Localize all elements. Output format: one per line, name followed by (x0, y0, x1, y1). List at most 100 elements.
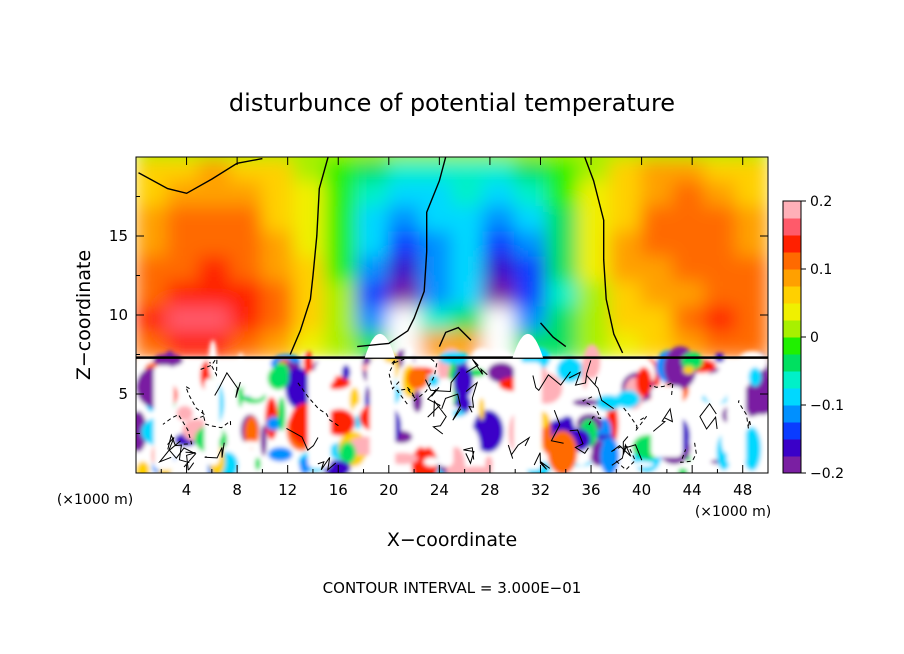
field-cell (482, 157, 517, 184)
lower-contour (581, 396, 602, 428)
colorbar-swatch (783, 439, 801, 457)
field-cell (261, 256, 295, 284)
lower-contour (532, 371, 571, 392)
lower-anomaly (556, 357, 583, 383)
field-cell (419, 206, 453, 234)
colorbar-swatch (783, 320, 801, 338)
lower-anomaly (323, 409, 355, 436)
field-cell (293, 157, 327, 184)
field-cell (482, 256, 517, 284)
y-tick-label: 15 (109, 227, 128, 245)
field-cell (293, 306, 327, 334)
field-cell (166, 157, 201, 184)
field-cell (136, 231, 169, 259)
field-cell (672, 256, 706, 284)
colorbar-tick-label: 0 (810, 330, 819, 346)
lower-contour (167, 433, 190, 464)
field-cell (324, 157, 359, 184)
field-cell (672, 281, 706, 309)
lower-anomaly (230, 399, 236, 418)
field-cell (136, 157, 169, 184)
field-cell (451, 181, 485, 209)
field-cell (451, 157, 485, 184)
x-tick-label: 32 (531, 481, 550, 499)
field-cell (324, 231, 359, 259)
lower-anomaly (478, 397, 485, 421)
field-cell (387, 256, 422, 284)
colorbar-swatch (783, 303, 801, 321)
lower-contour (185, 451, 196, 471)
field-cell (387, 306, 422, 334)
lower-anomaly (341, 365, 351, 380)
field-cell (545, 181, 580, 209)
field-cell (261, 206, 295, 234)
lower-anomaly (267, 447, 293, 462)
x-tick-label: 28 (480, 481, 499, 499)
field-cell (229, 231, 264, 259)
field-cell (293, 206, 327, 234)
lower-contour (680, 442, 697, 463)
field-cell (735, 306, 768, 334)
warm-plume (153, 365, 174, 470)
warm-plume (307, 370, 331, 469)
colorbar-swatch (783, 456, 801, 474)
colorbar-swatch (783, 405, 801, 423)
lower-anomaly (703, 372, 728, 405)
lower-anomaly (423, 457, 440, 467)
field-cell (229, 181, 264, 209)
field-cell (166, 181, 201, 209)
lower-anomaly (152, 353, 183, 367)
field-cell (166, 281, 201, 309)
lower-contour (286, 427, 319, 451)
field-cell (451, 256, 485, 284)
lower-anomaly (242, 363, 266, 388)
field-cell (198, 181, 232, 209)
lower-anomaly (299, 457, 311, 473)
lower-anomaly (267, 366, 289, 390)
field-cell (451, 281, 485, 309)
lower-contour (204, 442, 225, 459)
field-cell (356, 281, 390, 309)
colorbar-tick-label: 0.2 (810, 194, 832, 210)
field-cell (609, 281, 643, 309)
field-cell (703, 306, 738, 334)
field-cell (514, 256, 548, 284)
lower-anomaly (254, 457, 261, 471)
zero-contour (357, 157, 447, 348)
field-cell (672, 181, 706, 209)
lower-contour (162, 413, 193, 445)
field-cell (387, 281, 422, 309)
lower-contour (737, 400, 751, 429)
lower-anomaly (682, 366, 695, 375)
lower-contour (297, 382, 339, 427)
lower-contour (396, 384, 416, 405)
lower-contour (214, 371, 241, 398)
lower-contour (622, 436, 643, 461)
x-tick-label: 44 (683, 481, 702, 499)
colorbar-swatch (783, 337, 801, 355)
lower-contour (622, 407, 647, 432)
field-cell (545, 281, 580, 309)
field-cell (640, 181, 675, 209)
field-cell (577, 206, 611, 234)
lower-contour (432, 399, 447, 435)
lower-anomaly (407, 366, 429, 390)
field-cell (293, 181, 327, 209)
colorbar-swatch (783, 201, 801, 219)
lower-anomaly (277, 396, 286, 432)
zero-contour (584, 157, 624, 354)
field-cell (514, 281, 548, 309)
field-cell (735, 157, 768, 184)
field-cell (261, 157, 295, 184)
lower-contour (507, 436, 531, 459)
field-cell (735, 181, 768, 209)
x-axis-label: X−coordinate (387, 529, 517, 551)
colorbar-tick-label: 0.1 (810, 262, 832, 278)
field-cell (482, 181, 517, 209)
field-cell (198, 306, 232, 334)
field-cell (514, 206, 548, 234)
warm-plume (513, 362, 542, 470)
field-cell (609, 157, 643, 184)
field-cell (419, 231, 453, 259)
field-cell (356, 256, 390, 284)
